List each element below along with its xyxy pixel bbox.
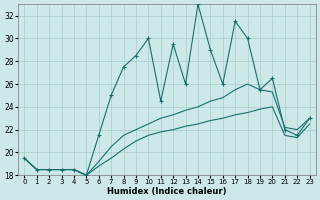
X-axis label: Humidex (Indice chaleur): Humidex (Indice chaleur) xyxy=(107,187,227,196)
